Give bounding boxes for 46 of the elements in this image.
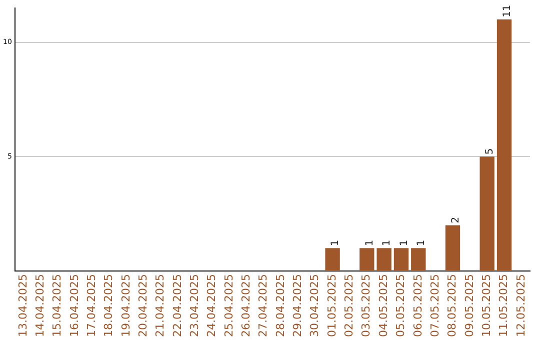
x-tick-label: 30.04.2025 [308, 274, 322, 338]
x-tick-label: 13.04.2025 [16, 274, 30, 338]
data-label: 11 [502, 4, 513, 18]
data-label: 1 [364, 240, 376, 246]
x-tick-label: 11.05.2025 [497, 274, 510, 338]
bar [360, 248, 374, 272]
x-tick-label: 29.04.2025 [291, 274, 304, 338]
bar [496, 19, 512, 272]
data-label: 2 [450, 216, 462, 224]
x-tick-label: 10.05.2025 [480, 274, 493, 338]
x-tick-label: 03.05.2025 [360, 274, 373, 338]
x-tick-label: 01.05.2025 [325, 274, 338, 338]
x-tick-label: 19.04.2025 [119, 274, 132, 338]
x-tick-label: 07.05.2025 [428, 274, 442, 338]
x-tick-label: 16.04.2025 [68, 274, 81, 338]
x-tick-label: 12.05.2025 [514, 274, 528, 338]
bar [325, 248, 340, 272]
x-tick-label: 08.05.2025 [446, 274, 459, 338]
data-label: 1 [330, 240, 342, 246]
x-tick-label: 23.04.2025 [188, 274, 202, 338]
x-tick-label: 24.04.2025 [205, 274, 218, 338]
x-tick-label: 06.05.2025 [411, 274, 424, 338]
data-label: 1 [416, 240, 427, 246]
data-label: 1 [398, 240, 410, 246]
data-label: 1 [382, 240, 393, 246]
x-tick-label: 02.05.2025 [342, 274, 356, 338]
bar [376, 248, 392, 272]
x-tick-label: 28.04.2025 [274, 274, 287, 338]
x-tick-label: 05.05.2025 [394, 274, 408, 338]
bar [480, 156, 494, 272]
x-tick-label: 09.05.2025 [462, 274, 476, 338]
x-tick-label: 15.04.2025 [50, 274, 64, 338]
x-tick-label: 18.04.2025 [102, 274, 116, 338]
bar [445, 225, 460, 272]
x-tick-label: 21.04.2025 [154, 274, 167, 338]
x-tick-label: 17.04.2025 [85, 274, 98, 338]
x-tick-label: 04.05.2025 [376, 274, 390, 338]
x-tick-label: 14.04.2025 [34, 274, 47, 338]
x-tick-label: 26.04.2025 [240, 274, 253, 338]
x-tick-label: 20.04.2025 [136, 274, 150, 338]
x-tick-label: 27.04.2025 [256, 274, 270, 338]
bar [411, 248, 426, 272]
x-tick-label: 25.04.2025 [222, 274, 236, 338]
bar [394, 248, 409, 272]
x-tick-label: 22.04.2025 [170, 274, 184, 338]
data-label: 5 [484, 148, 496, 155]
